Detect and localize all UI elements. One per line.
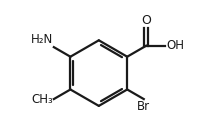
Text: O: O — [141, 14, 151, 27]
Text: Br: Br — [137, 100, 150, 113]
Text: H₂N: H₂N — [31, 33, 53, 47]
Text: CH₃: CH₃ — [31, 93, 53, 106]
Text: OH: OH — [166, 39, 184, 52]
